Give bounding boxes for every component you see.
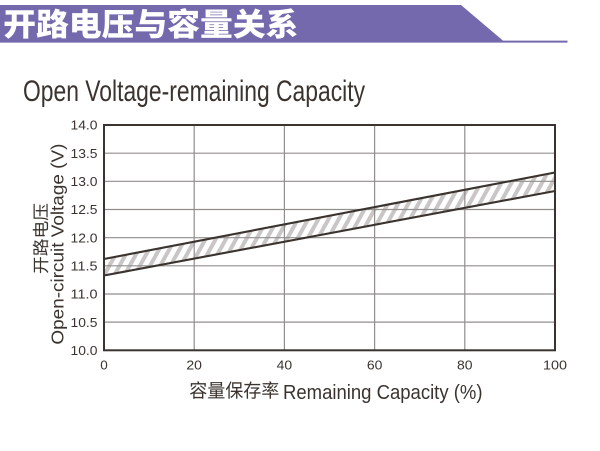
svg-text:12.5: 12.5 [71, 202, 98, 217]
svg-text:12.0: 12.0 [71, 230, 98, 245]
svg-text:20: 20 [186, 358, 202, 373]
svg-text:100: 100 [543, 358, 567, 373]
svg-text:Remaining Capacity (%): Remaining Capacity (%) [283, 382, 483, 404]
svg-text:10.0: 10.0 [71, 343, 98, 358]
svg-text:10.5: 10.5 [71, 315, 98, 330]
svg-text:80: 80 [457, 358, 473, 373]
svg-text:11.5: 11.5 [71, 259, 98, 274]
svg-text:14.0: 14.0 [71, 118, 98, 133]
svg-text:60: 60 [367, 358, 383, 373]
svg-text:0: 0 [100, 358, 108, 373]
svg-text:13.5: 13.5 [71, 146, 98, 161]
svg-text:11.0: 11.0 [71, 287, 98, 302]
svg-text:Open-circuit Voltage (V): Open-circuit Voltage (V) [47, 144, 67, 345]
svg-text:40: 40 [277, 358, 293, 373]
svg-text:13.0: 13.0 [71, 174, 98, 189]
svg-text:Open Voltage-remaining Capacit: Open Voltage-remaining Capacity [23, 75, 365, 108]
